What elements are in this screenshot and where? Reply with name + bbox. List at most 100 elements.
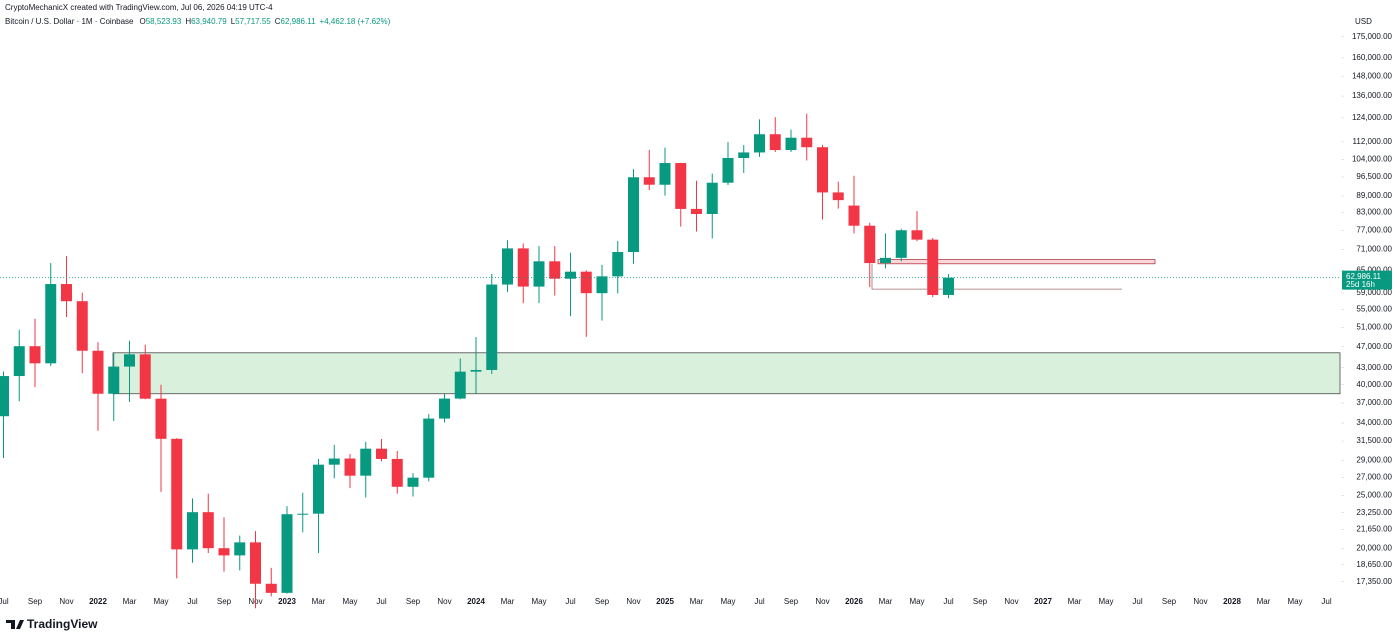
x-tick-label: Jul bbox=[754, 597, 764, 606]
candle-body bbox=[769, 134, 781, 151]
candle-body bbox=[864, 225, 876, 264]
legend-key: L bbox=[231, 17, 236, 26]
y-tick-label: 20,000.00 bbox=[1356, 543, 1392, 552]
y-tick-label: 29,000.00 bbox=[1356, 456, 1392, 465]
x-tick-label: 2023 bbox=[278, 597, 296, 606]
candle-body bbox=[659, 163, 671, 185]
candle-body bbox=[13, 346, 25, 377]
candle-body bbox=[171, 438, 183, 550]
candle-body bbox=[391, 458, 403, 487]
x-tick-label: Jul bbox=[1321, 597, 1331, 606]
x-tick-label: Jul bbox=[1132, 597, 1142, 606]
x-tick-label: Sep bbox=[784, 597, 799, 606]
x-tick-label: May bbox=[1287, 597, 1302, 606]
candle-body bbox=[691, 208, 702, 214]
countdown: 25d 16h bbox=[1346, 280, 1375, 289]
legend-key: C bbox=[275, 17, 281, 26]
y-tick-label: 148,000.00 bbox=[1352, 71, 1393, 80]
y-tick-label: 47,000.00 bbox=[1356, 342, 1392, 351]
y-tick-label: 160,000.00 bbox=[1352, 53, 1393, 62]
x-tick-label: Mar bbox=[1257, 597, 1271, 606]
candle-body bbox=[423, 418, 435, 478]
candle-body bbox=[202, 512, 214, 549]
legend-change: +4,462.18 (+7.62%) bbox=[320, 17, 391, 26]
x-tick-label: 2028 bbox=[1223, 597, 1241, 606]
x-tick-label: Jul bbox=[565, 597, 575, 606]
y-tick-label: 77,000.00 bbox=[1356, 225, 1392, 234]
y-tick-label: 40,000.00 bbox=[1356, 380, 1392, 389]
candle-body bbox=[549, 261, 561, 279]
symbol-legend: Bitcoin / U.S. Dollar · 1M · Coinbase O58… bbox=[5, 17, 391, 26]
y-tick-label: 43,000.00 bbox=[1356, 363, 1392, 372]
y-tick-label: 25,000.00 bbox=[1356, 491, 1392, 500]
candle-body bbox=[61, 284, 72, 302]
candle-body bbox=[0, 376, 9, 417]
candle-body bbox=[155, 398, 167, 439]
level-line bbox=[871, 263, 1122, 290]
logo-icon bbox=[6, 620, 24, 629]
candle-body bbox=[250, 542, 261, 584]
candle-body bbox=[832, 192, 844, 201]
last-price-box bbox=[1342, 270, 1392, 290]
y-tick-label: 65,000.00 bbox=[1356, 265, 1392, 274]
candle-body bbox=[927, 239, 939, 295]
x-tick-label: May bbox=[720, 597, 735, 606]
candle-body bbox=[643, 177, 655, 185]
x-tick-label: Jul bbox=[943, 597, 953, 606]
legend-value: 58,523.93 bbox=[146, 17, 182, 26]
x-tick-label: Nov bbox=[1193, 597, 1207, 606]
candle-body bbox=[943, 277, 954, 295]
x-tick-label: Jul bbox=[0, 597, 9, 606]
x-tick-label: Jul bbox=[187, 597, 197, 606]
x-tick-label: May bbox=[1098, 597, 1113, 606]
y-tick-label: 37,000.00 bbox=[1356, 398, 1392, 407]
candle-body bbox=[439, 398, 450, 419]
x-tick-label: Nov bbox=[626, 597, 640, 606]
x-tick-label: May bbox=[909, 597, 924, 606]
y-tick-label: 34,000.00 bbox=[1356, 418, 1392, 427]
candle-body bbox=[785, 137, 797, 151]
candle-body bbox=[45, 284, 57, 364]
x-tick-label: Mar bbox=[1068, 597, 1082, 606]
candle-body bbox=[580, 271, 592, 294]
candle-body bbox=[848, 205, 860, 226]
candle-body bbox=[218, 548, 230, 556]
candle-body bbox=[880, 257, 891, 264]
candle-body bbox=[76, 301, 88, 351]
y-tick-label: 17,350.00 bbox=[1356, 577, 1392, 586]
x-tick-label: Mar bbox=[312, 597, 326, 606]
y-tick-label: 112,000.00 bbox=[1353, 137, 1393, 146]
x-tick-label: May bbox=[531, 597, 546, 606]
candle-body bbox=[911, 230, 923, 240]
candle-body bbox=[92, 350, 104, 394]
x-tick-label: Mar bbox=[690, 597, 704, 606]
y-tick-label: 21,650.00 bbox=[1356, 525, 1392, 534]
x-tick-label: Jul bbox=[376, 597, 386, 606]
x-tick-label: Mar bbox=[501, 597, 515, 606]
zone bbox=[112, 352, 1341, 395]
y-tick-label: 31,500.00 bbox=[1356, 436, 1392, 445]
candle-body bbox=[801, 137, 813, 148]
x-tick-label: Nov bbox=[437, 597, 451, 606]
y-tick-label: 104,000.00 bbox=[1352, 154, 1393, 163]
candle-body bbox=[281, 514, 293, 593]
x-tick-label: Sep bbox=[217, 597, 232, 606]
y-tick-label: 89,000.00 bbox=[1356, 191, 1392, 200]
last-price-label: 62,986.11 bbox=[1346, 272, 1382, 281]
legend-value: 62,986.11 bbox=[281, 17, 317, 26]
brand-logo: TradingView bbox=[6, 617, 98, 631]
x-tick-label: Sep bbox=[406, 597, 421, 606]
currency: USD bbox=[1355, 17, 1372, 26]
candle-body bbox=[265, 583, 277, 593]
candle-body bbox=[517, 248, 529, 287]
candle-body bbox=[596, 276, 608, 294]
x-tick-label: 2027 bbox=[1034, 597, 1052, 606]
x-tick-label: Mar bbox=[879, 597, 893, 606]
y-tick-label: 71,000.00 bbox=[1356, 245, 1392, 254]
candle-body bbox=[754, 134, 765, 153]
candle-body bbox=[706, 182, 718, 214]
candle-body bbox=[502, 248, 513, 285]
candle-body bbox=[675, 163, 687, 209]
